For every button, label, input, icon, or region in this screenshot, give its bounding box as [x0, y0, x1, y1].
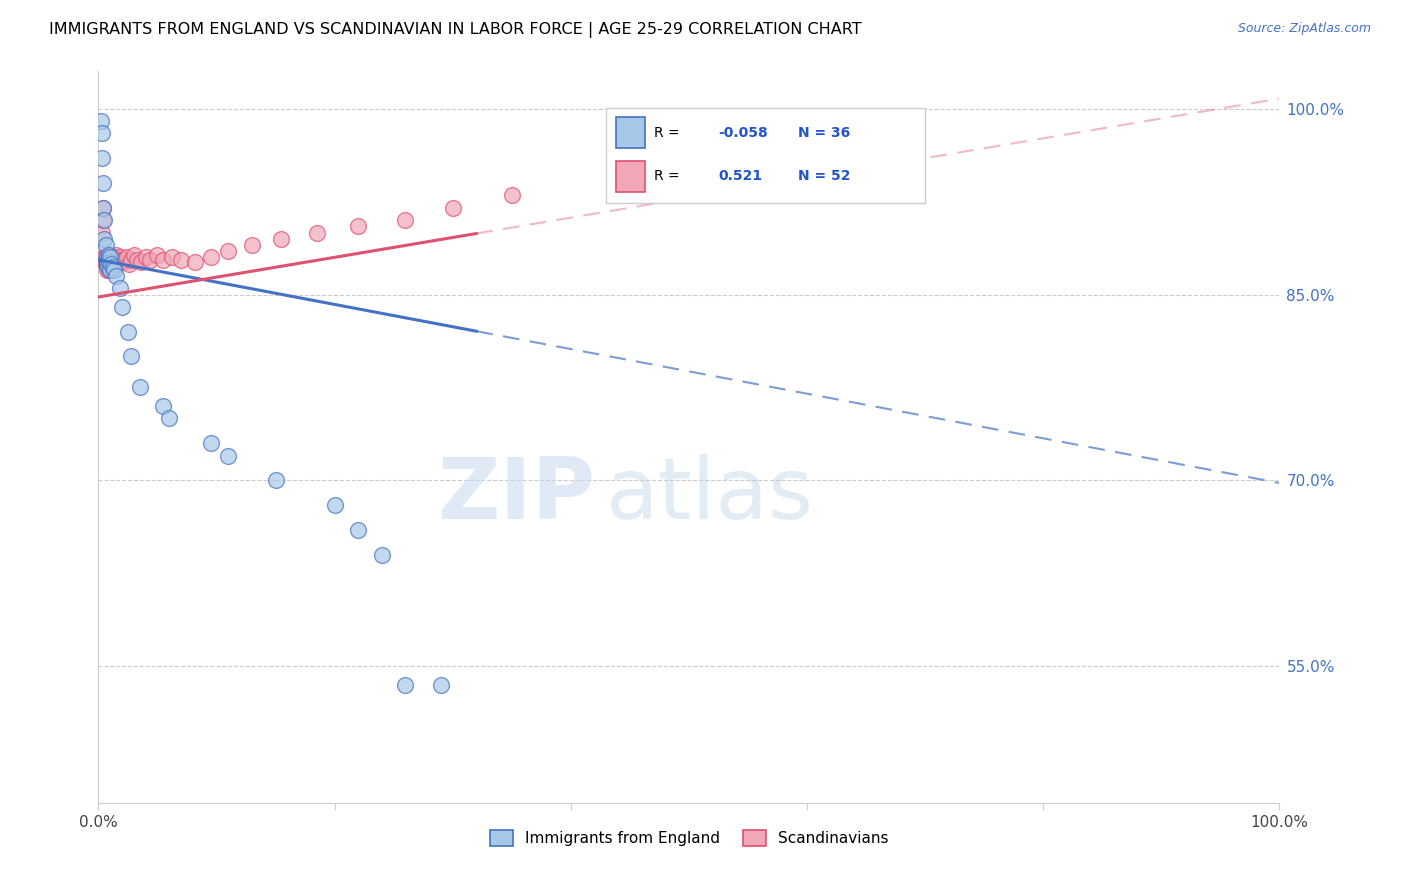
Point: [108, 250, 131, 264]
Point: [105, 252, 128, 267]
Point: [441, 201, 464, 215]
Point: [96, 256, 118, 270]
Point: [104, 256, 127, 270]
Point: [430, 678, 453, 692]
Point: [110, 252, 132, 267]
Point: [98, 248, 121, 262]
Point: [98, 262, 121, 277]
Point: [152, 252, 174, 267]
Point: [305, 226, 328, 240]
Point: [91, 213, 114, 227]
Point: [98, 250, 121, 264]
Point: [94, 256, 117, 270]
Point: [101, 260, 124, 275]
Point: [98, 260, 121, 275]
Point: [91, 226, 114, 240]
Legend: Immigrants from England, Scandinavians: Immigrants from England, Scandinavians: [489, 830, 889, 847]
Point: [108, 281, 131, 295]
Point: [93, 252, 115, 267]
Point: [200, 250, 222, 264]
Point: [170, 252, 193, 267]
Text: atlas: atlas: [606, 454, 814, 537]
Point: [157, 411, 180, 425]
Point: [96, 250, 118, 264]
Point: [394, 678, 416, 692]
Point: [105, 248, 128, 262]
Point: [97, 260, 120, 275]
Point: [94, 238, 117, 252]
Point: [101, 260, 124, 275]
Point: [118, 256, 141, 270]
Point: [394, 213, 416, 227]
Point: [112, 252, 135, 267]
Point: [103, 262, 125, 277]
Point: [91, 176, 114, 190]
Point: [97, 252, 120, 267]
Point: [93, 250, 115, 264]
Point: [98, 250, 121, 264]
Point: [93, 232, 115, 246]
Point: [152, 399, 174, 413]
Point: [91, 126, 114, 140]
Point: [127, 252, 149, 267]
Point: [121, 252, 143, 267]
Point: [371, 548, 394, 562]
Point: [217, 449, 239, 463]
Point: [103, 250, 125, 264]
Point: [97, 252, 120, 267]
Point: [101, 252, 124, 267]
Point: [146, 248, 169, 262]
Point: [96, 262, 118, 277]
Point: [264, 474, 287, 488]
Point: [240, 238, 263, 252]
Point: [184, 255, 207, 269]
Point: [121, 350, 143, 364]
Point: [94, 252, 117, 267]
Text: ZIP: ZIP: [437, 454, 595, 537]
Point: [98, 252, 121, 267]
Point: [100, 262, 122, 277]
Point: [323, 498, 346, 512]
Point: [111, 255, 134, 269]
Point: [129, 255, 152, 269]
Point: [128, 380, 150, 394]
Point: [90, 114, 112, 128]
Point: [93, 213, 115, 227]
Point: [100, 256, 122, 270]
Point: [117, 325, 139, 339]
Point: [111, 300, 134, 314]
Point: [347, 523, 370, 537]
Point: [91, 201, 114, 215]
Point: [96, 255, 118, 269]
Point: [98, 255, 121, 269]
Text: IMMIGRANTS FROM ENGLAND VS SCANDINAVIAN IN LABOR FORCE | AGE 25-29 CORRELATION C: IMMIGRANTS FROM ENGLAND VS SCANDINAVIAN …: [49, 22, 862, 38]
Point: [160, 250, 183, 264]
Point: [91, 151, 114, 165]
Point: [91, 252, 114, 267]
Point: [105, 268, 128, 283]
Point: [115, 250, 138, 264]
Point: [96, 248, 118, 262]
Point: [217, 244, 239, 259]
Point: [135, 250, 157, 264]
Point: [347, 219, 370, 234]
Point: [270, 232, 292, 246]
Point: [100, 255, 122, 269]
Point: [91, 201, 114, 215]
Point: [139, 252, 162, 267]
Point: [94, 252, 117, 267]
Point: [122, 248, 145, 262]
Text: Source: ZipAtlas.com: Source: ZipAtlas.com: [1237, 22, 1371, 36]
Point: [97, 260, 120, 275]
Point: [200, 436, 222, 450]
Point: [501, 188, 523, 202]
Point: [107, 255, 129, 269]
Point: [98, 262, 121, 277]
